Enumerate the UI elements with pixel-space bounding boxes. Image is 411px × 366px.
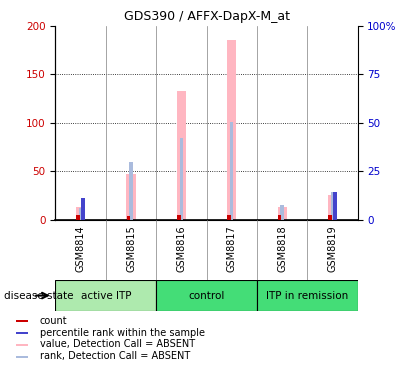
Bar [278,215,281,220]
Text: control: control [188,291,225,300]
Text: disease state: disease state [4,291,74,300]
Bar [76,207,85,220]
Text: count: count [40,316,67,326]
Bar [328,215,332,220]
Text: ITP in remission: ITP in remission [266,291,349,300]
Bar [16,320,28,322]
Text: rank, Detection Call = ABSENT: rank, Detection Call = ABSENT [40,351,190,361]
Text: active ITP: active ITP [81,291,131,300]
Bar [177,91,186,220]
Bar [330,193,334,220]
Text: GSM8819: GSM8819 [328,225,337,272]
Bar [277,207,286,220]
Bar [16,356,28,358]
Title: GDS390 / AFFX-DapX-M_at: GDS390 / AFFX-DapX-M_at [124,10,289,23]
Bar [76,215,80,220]
Bar [257,280,358,311]
Bar [227,40,236,220]
Text: GSM8814: GSM8814 [76,225,85,272]
Bar [230,122,233,220]
Text: value, Detection Call = ABSENT: value, Detection Call = ABSENT [40,340,195,350]
Bar [227,215,231,220]
Bar [81,198,85,220]
Text: GSM8816: GSM8816 [176,225,186,272]
Bar [156,280,257,311]
Text: percentile rank within the sample: percentile rank within the sample [40,328,205,337]
Bar [79,208,83,220]
Bar [127,174,136,220]
Bar [177,215,180,220]
Text: GSM8817: GSM8817 [227,225,237,272]
Bar [333,193,337,220]
Bar [16,332,28,334]
Bar [328,195,337,220]
Bar [55,280,156,311]
Bar [280,205,284,220]
Bar [129,163,133,220]
Text: GSM8815: GSM8815 [126,225,136,272]
Bar [127,216,130,220]
Bar [16,344,28,346]
Bar [180,138,183,220]
Text: GSM8818: GSM8818 [277,225,287,272]
